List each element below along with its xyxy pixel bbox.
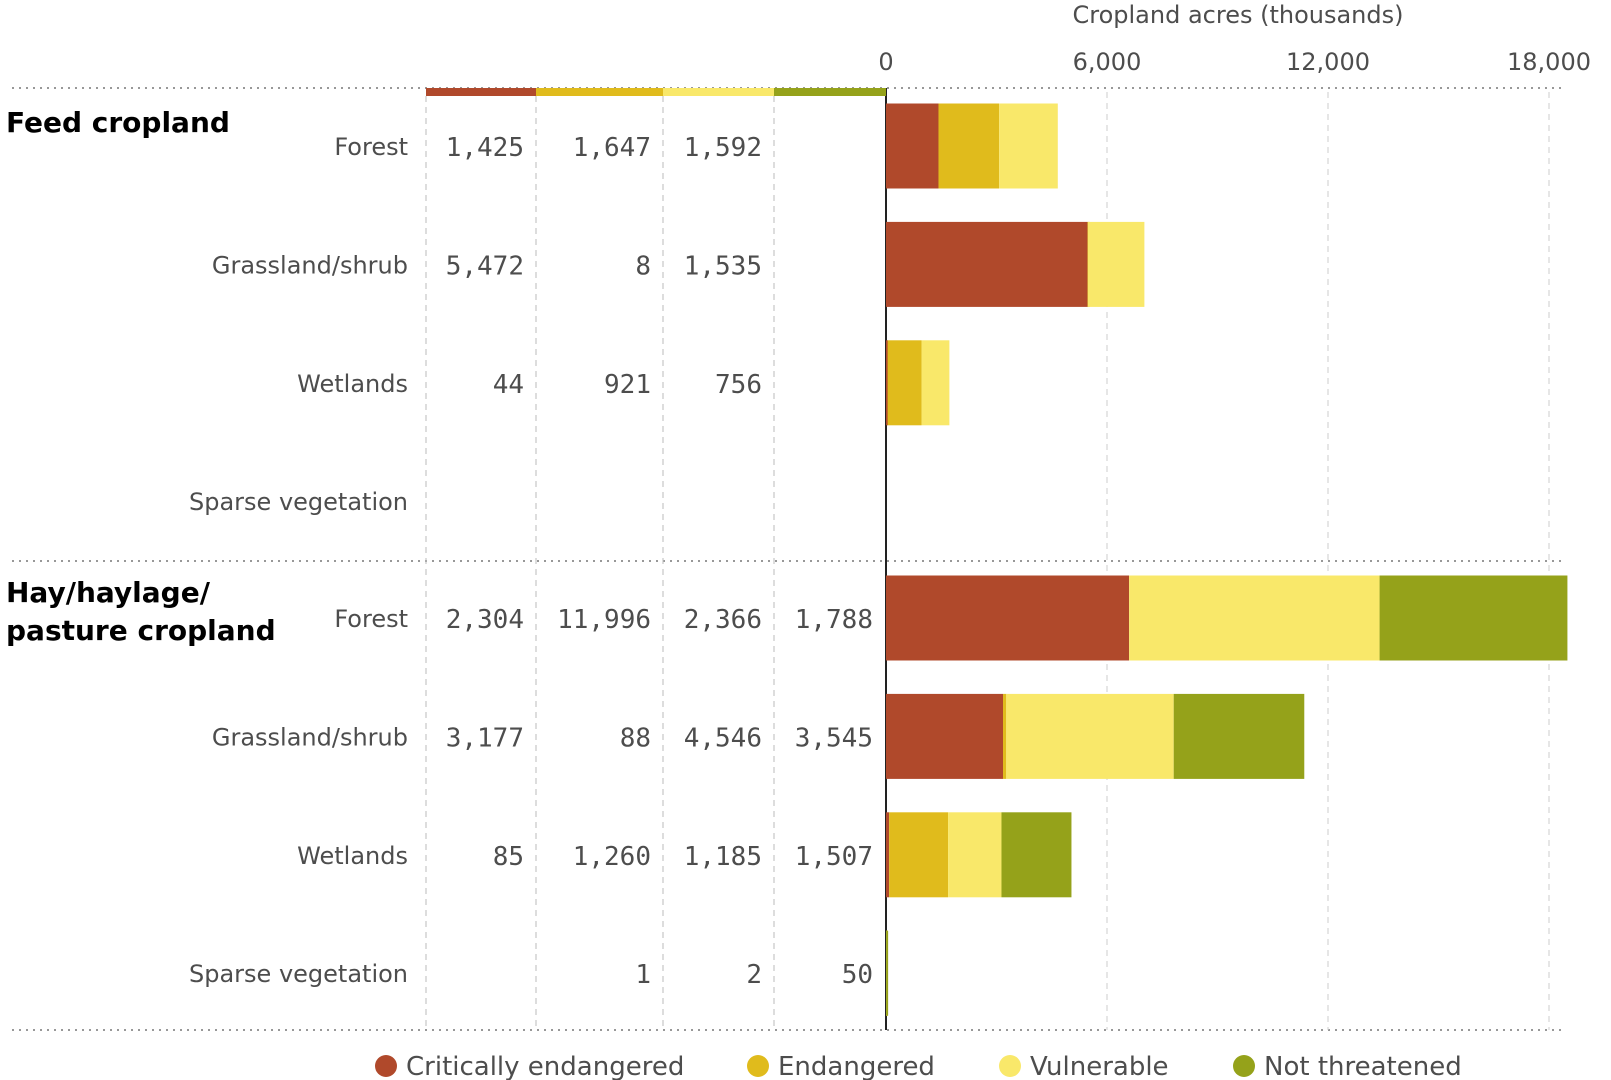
legend-label: Not threatened <box>1264 1052 1462 1080</box>
cell-value: 88 <box>620 723 651 753</box>
cell-value: 11,996 <box>557 605 651 635</box>
bar-segment <box>887 340 922 426</box>
cell-value: 4,546 <box>684 723 762 753</box>
row-label: Wetlands <box>297 370 408 398</box>
row-label: Forest <box>334 133 408 161</box>
cell-value: 50 <box>842 960 873 990</box>
bar-segment <box>948 812 1002 898</box>
cell-value: 1,260 <box>573 842 651 872</box>
legend-label: Vulnerable <box>1030 1052 1169 1080</box>
cell-value: 2 <box>746 960 762 990</box>
column-swatch <box>774 88 886 96</box>
legend-swatch <box>999 1055 1021 1077</box>
column-swatch <box>426 88 536 96</box>
bar-segment <box>1003 693 1007 779</box>
row-label: Wetlands <box>297 842 408 870</box>
legend-swatch <box>747 1055 769 1077</box>
bar-segment <box>1001 812 1072 898</box>
cell-value: 1,647 <box>573 133 651 163</box>
bar-segment <box>886 812 890 898</box>
legend-label: Endangered <box>778 1052 935 1080</box>
legend: Critically endangered Endangered Vulnerabl… <box>375 1052 1462 1080</box>
cell-value: 5,472 <box>446 251 524 281</box>
bar-segment <box>886 103 939 189</box>
bar-segment <box>999 103 1058 189</box>
legend-swatch <box>375 1055 397 1077</box>
column-swatch <box>536 88 663 96</box>
row-label: Sparse vegetation <box>189 488 408 516</box>
legend-label: Critically endangered <box>406 1052 684 1080</box>
x-tick-label: 12,000 <box>1286 48 1370 76</box>
group-label: Hay/haylage/ <box>6 576 211 609</box>
group-label: Feed cropland <box>6 106 230 139</box>
bar-segment <box>1379 575 1568 661</box>
bar-segment <box>1129 575 1380 661</box>
bar-segment <box>886 221 1088 307</box>
cell-value: 1,185 <box>684 842 762 872</box>
bar-segment <box>886 575 1130 661</box>
x-tick-label: 18,000 <box>1507 48 1591 76</box>
cell-value: 1,788 <box>795 605 873 635</box>
bar-segment <box>1087 221 1145 307</box>
row-label: Grassland/shrub <box>212 251 408 279</box>
bar-segment <box>921 340 950 426</box>
x-tick-label: 0 <box>878 48 893 76</box>
cell-value: 1,507 <box>795 842 873 872</box>
cell-value: 1,535 <box>684 251 762 281</box>
group-label: pasture cropland <box>6 614 276 647</box>
labels: Feed cropland Forest 1,425 1,647 1,592 Grassl… <box>6 106 873 990</box>
cell-value: 85 <box>493 842 524 872</box>
bar-segment <box>886 930 889 1016</box>
row-label: Grassland/shrub <box>212 723 408 751</box>
cell-value: 921 <box>604 370 651 400</box>
cell-value: 3,545 <box>795 723 873 753</box>
cell-value: 44 <box>493 370 524 400</box>
cell-value: 8 <box>635 251 651 281</box>
x-axis-title: Cropland acres (thousands) <box>1072 1 1403 29</box>
bar-segment <box>886 693 1004 779</box>
cell-value: 1,425 <box>446 133 524 163</box>
x-tick-label: 6,000 <box>1073 48 1142 76</box>
cell-value: 3,177 <box>446 723 524 753</box>
legend-swatch <box>1233 1055 1255 1077</box>
row-label: Forest <box>334 605 408 633</box>
cell-value: 2,366 <box>684 605 762 635</box>
bar-segment <box>938 103 1000 189</box>
cell-value: 1 <box>635 960 651 990</box>
column-color-strip <box>426 88 886 96</box>
x-axis: Cropland acres (thousands) 0 6,000 12,000 1… <box>878 1 1591 76</box>
bar-segment <box>1173 693 1305 779</box>
column-swatch <box>663 88 774 96</box>
bar-segment <box>889 812 949 898</box>
bar-segment <box>886 340 888 426</box>
bar-segment <box>1006 693 1174 779</box>
row-label: Sparse vegetation <box>189 960 408 988</box>
cell-value: 1,592 <box>684 133 762 163</box>
bars <box>886 103 1568 1016</box>
cell-value: 2,304 <box>446 605 524 635</box>
cell-value: 756 <box>715 370 762 400</box>
grid <box>12 87 1566 1031</box>
